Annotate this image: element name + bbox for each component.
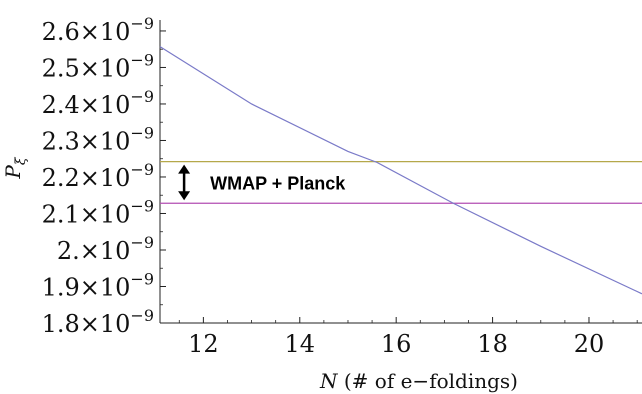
y-tick-label: 2.5×10−9 (42, 50, 154, 82)
annotation-label: WMAP + Planck (210, 173, 346, 193)
annotation-group: WMAP + Planck (178, 164, 346, 201)
plot-lines (159, 46, 642, 295)
axis-labels: N (# of e−foldings) Pξ (1, 156, 518, 393)
x-tick-label: 16 (381, 330, 412, 358)
y-axis-label: Pξ (1, 156, 29, 179)
y-tick-label: 2.2×10−9 (42, 160, 154, 192)
x-tick-label: 18 (477, 330, 508, 358)
series-line (159, 46, 642, 295)
axes: 12 14 16 18 20 1.8×10−9 1.9×10−9 2.×10−9 2.1×10−… (42, 14, 642, 358)
x-tick-label: 12 (188, 330, 219, 358)
y-tick-label: 2.3×10−9 (42, 123, 154, 155)
y-tick-label: 2.4×10−9 (42, 87, 154, 119)
arrow-head-up (178, 164, 191, 174)
y-tick-label: 1.9×10−9 (42, 269, 154, 301)
y-tick-label: 1.8×10−9 (42, 306, 154, 338)
x-tick-label: 14 (285, 330, 316, 358)
y-tick-label: 2.×10−9 (57, 233, 154, 265)
y-tick-label: 2.1×10−9 (42, 196, 154, 228)
x-tick-label: 20 (574, 330, 605, 358)
arrow-head-down (178, 191, 191, 201)
y-tick-label: 2.6×10−9 (42, 14, 154, 46)
x-axis-label: N (# of e−foldings) (319, 369, 518, 393)
